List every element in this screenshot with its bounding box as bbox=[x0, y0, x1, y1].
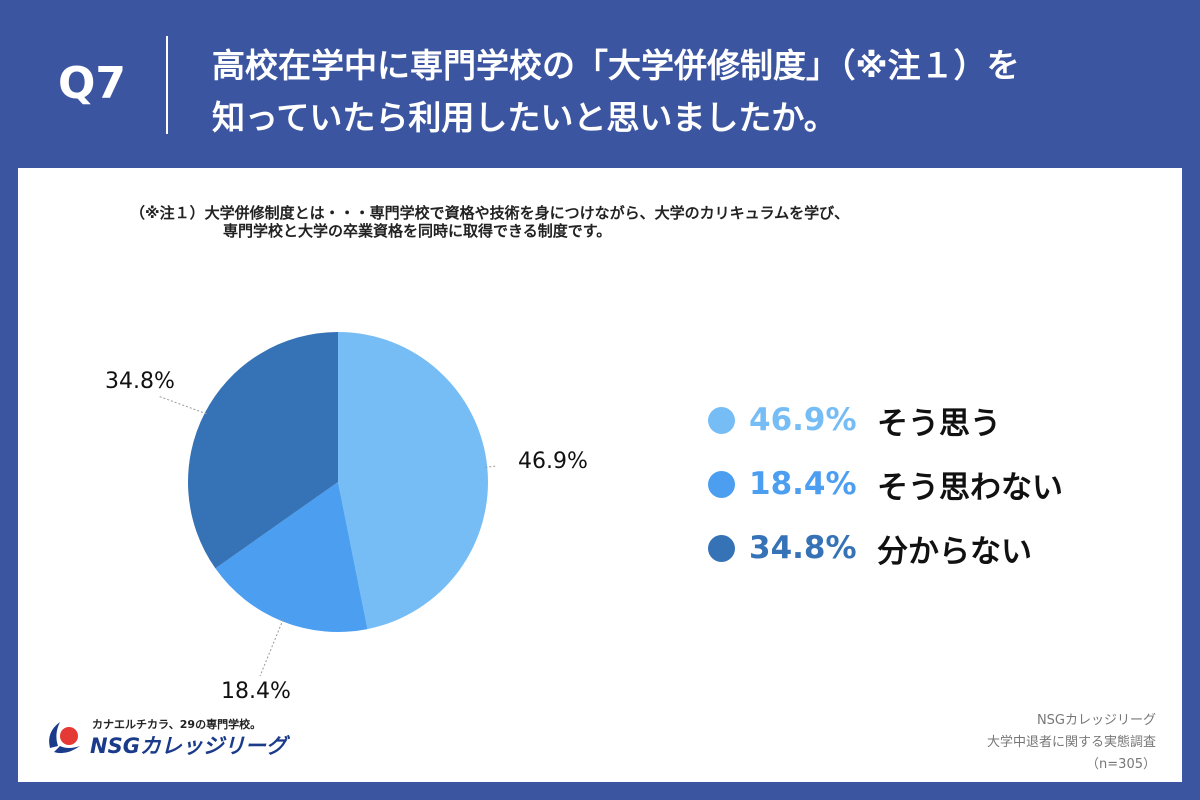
brand-mark-icon bbox=[49, 722, 80, 754]
legend-pct-unsure: 34.8% bbox=[749, 530, 857, 566]
legend-label-agree: そう思う bbox=[877, 405, 1001, 442]
footnote: （※注１）大学併修制度とは・・・専門学校で資格や技術を身につけながら、大学のカリ… bbox=[130, 204, 1130, 240]
legend-label-unsure: 分からない bbox=[877, 533, 1032, 570]
question-title-line2: 知っていたら利用したいと思いましたか。 bbox=[212, 98, 837, 137]
footnote-line1: （※注１）大学併修制度とは・・・専門学校で資格や技術を身につけながら、大学のカリ… bbox=[130, 204, 850, 222]
brand-name: NSGカレッジリーグ bbox=[90, 734, 287, 758]
leader-line-unsure bbox=[157, 395, 207, 415]
leader-line-disagree bbox=[259, 619, 284, 677]
legend-pct-disagree: 18.4% bbox=[749, 466, 857, 502]
question-number: Q7 bbox=[58, 58, 127, 109]
brand-tagline: カナエルチカラ、29の専門学校。 bbox=[92, 718, 262, 731]
question-title-line1: 高校在学中に専門学校の「大学併修制度」（※注１）を bbox=[212, 46, 1020, 85]
chart-legend: 46.9% そう思う 18.4% そう思わない 34.8% 分からない bbox=[708, 400, 1063, 592]
legend-swatch-disagree bbox=[708, 470, 735, 498]
pie-slice-disagree bbox=[215, 482, 368, 632]
legend-item-disagree: 18.4% そう思わない bbox=[708, 464, 1063, 506]
chart-card: （※注１）大学併修制度とは・・・専門学校で資格や技術を身につけながら、大学のカリ… bbox=[18, 168, 1182, 782]
data-label-unsure: 34.8% bbox=[105, 369, 175, 394]
legend-item-agree: 46.9% そう思う bbox=[708, 400, 1063, 442]
data-label-agree: 46.9% bbox=[518, 449, 588, 474]
question-title: 高校在学中に専門学校の「大学併修制度」（※注１）を 知っていたら利用したいと思い… bbox=[212, 40, 1172, 144]
brand-logo: カナエルチカラ、29の専門学校。 NSGカレッジリーグ bbox=[44, 716, 287, 760]
legend-swatch-agree bbox=[708, 406, 735, 434]
source-line2: 大学中退者に関する実態調査 bbox=[986, 735, 1156, 750]
source-line3: （n=305） bbox=[1086, 757, 1156, 772]
source-note: NSGカレッジリーグ 大学中退者に関する実態調査 （n=305） bbox=[987, 710, 1156, 776]
data-label-disagree: 18.4% bbox=[221, 679, 291, 704]
legend-swatch-unsure bbox=[708, 534, 735, 562]
pie-chart: 46.9% 18.4% 34.8% bbox=[105, 332, 588, 704]
legend-pct-agree: 46.9% bbox=[749, 402, 857, 438]
legend-item-unsure: 34.8% 分からない bbox=[708, 528, 1063, 570]
leader-line-agree bbox=[485, 465, 497, 468]
legend-label-disagree: そう思わない bbox=[877, 469, 1063, 506]
pie-slice-agree bbox=[338, 332, 489, 630]
footnote-line2: 専門学校と大学の卒業資格を同時に取得できる制度です。 bbox=[223, 222, 612, 240]
source-line1: NSGカレッジリーグ bbox=[1036, 713, 1156, 728]
pie-slice-unsure bbox=[188, 332, 338, 569]
header-divider bbox=[166, 36, 168, 134]
question-header: Q7 高校在学中に専門学校の「大学併修制度」（※注１）を 知っていたら利用したい… bbox=[0, 0, 1200, 168]
